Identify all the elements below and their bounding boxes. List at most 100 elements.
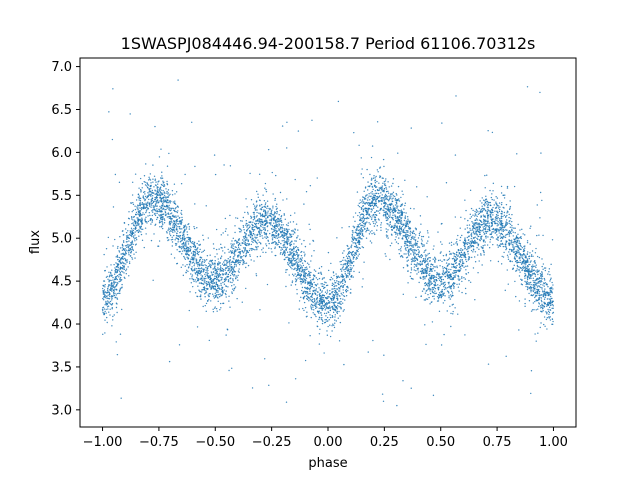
data-point (437, 294, 440, 296)
data-point (309, 274, 311, 277)
data-point (509, 220, 511, 222)
data-point (309, 287, 312, 289)
data-point (469, 281, 472, 283)
data-point (472, 230, 475, 232)
data-point (167, 237, 169, 239)
data-point (522, 257, 524, 260)
data-point (469, 240, 472, 243)
data-point (439, 280, 442, 283)
data-point (347, 272, 349, 274)
data-point (289, 214, 292, 217)
data-point (124, 248, 126, 250)
data-point (108, 293, 111, 296)
data-point (509, 253, 511, 255)
data-point (120, 279, 122, 281)
data-point (305, 277, 308, 280)
data-point (208, 299, 210, 301)
data-point (511, 229, 513, 232)
data-point (543, 301, 545, 304)
data-point (154, 125, 156, 128)
data-point (237, 239, 240, 241)
data-point (375, 214, 378, 217)
data-point (165, 208, 167, 211)
data-point (330, 262, 332, 265)
data-point (464, 278, 467, 280)
data-point (341, 268, 343, 270)
data-point (369, 215, 371, 218)
data-point (339, 321, 342, 324)
data-point (552, 307, 554, 310)
data-point (138, 195, 141, 197)
data-point (388, 200, 390, 202)
data-point (148, 191, 150, 193)
data-point (195, 262, 198, 264)
data-point (259, 235, 261, 238)
data-point (361, 200, 363, 203)
data-point (478, 212, 481, 215)
data-point (235, 263, 237, 266)
data-point (451, 283, 454, 286)
data-point (108, 271, 110, 273)
data-point (196, 242, 198, 245)
data-point (295, 223, 298, 225)
data-point (271, 251, 273, 253)
data-point (523, 247, 526, 249)
data-point (136, 206, 138, 208)
data-point (169, 193, 171, 196)
data-point (439, 276, 441, 278)
data-point (350, 270, 352, 272)
data-point (124, 251, 127, 253)
data-point (292, 259, 294, 262)
data-point (127, 245, 129, 247)
data-point (191, 269, 193, 271)
data-point (407, 253, 410, 256)
data-point (391, 193, 394, 195)
data-point (239, 220, 242, 222)
data-point (264, 203, 267, 206)
data-point (286, 232, 289, 234)
data-point (219, 265, 222, 267)
data-point (465, 269, 467, 271)
data-point (474, 261, 477, 263)
data-point (385, 197, 387, 199)
data-point (472, 214, 474, 216)
data-point (529, 261, 532, 263)
data-point (296, 278, 298, 281)
data-point (319, 292, 321, 295)
data-point (344, 284, 346, 286)
data-point (392, 219, 394, 221)
data-point (266, 220, 268, 222)
data-point (346, 257, 349, 259)
data-point (462, 261, 464, 263)
data-point (338, 310, 340, 313)
data-point (196, 263, 199, 265)
data-point (404, 227, 406, 229)
data-point (350, 246, 352, 249)
data-point (122, 255, 124, 258)
data-point (329, 316, 332, 319)
data-point (432, 248, 434, 250)
data-point (450, 312, 452, 315)
data-point (179, 219, 181, 222)
data-point (205, 291, 208, 293)
data-point (166, 207, 168, 209)
data-point (221, 286, 224, 289)
data-point (183, 257, 186, 259)
data-point (172, 231, 174, 234)
data-point (360, 201, 362, 204)
data-point (539, 326, 541, 329)
data-point (308, 273, 311, 275)
data-point (313, 249, 315, 252)
data-point (304, 274, 306, 276)
data-point (494, 222, 496, 225)
data-point (408, 254, 410, 257)
data-point (111, 299, 113, 301)
data-point (416, 273, 418, 275)
data-point (256, 204, 258, 207)
data-point (240, 255, 242, 258)
data-point (309, 283, 311, 285)
data-point (424, 292, 427, 294)
data-point (299, 238, 301, 240)
data-point (491, 219, 493, 221)
data-point (507, 256, 509, 258)
